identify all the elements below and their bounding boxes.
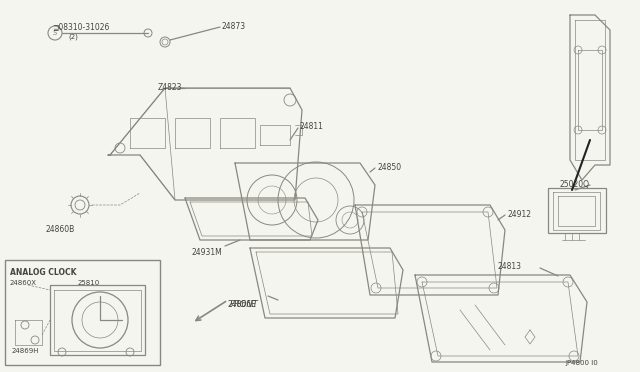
Text: 24866E: 24866E (228, 300, 257, 309)
Text: Z4823: Z4823 (158, 83, 182, 92)
Text: 24873: 24873 (222, 22, 246, 31)
Text: 24850: 24850 (378, 163, 402, 172)
Text: 24860X: 24860X (10, 280, 37, 286)
Text: 25810: 25810 (78, 280, 100, 286)
Text: 25020Q: 25020Q (560, 180, 590, 189)
Text: 24931M: 24931M (192, 248, 223, 257)
Text: FRONT: FRONT (230, 300, 259, 309)
Text: 24813: 24813 (497, 262, 521, 271)
Text: 24811: 24811 (300, 122, 324, 131)
Text: S: S (52, 30, 57, 36)
Text: 24869H: 24869H (12, 348, 40, 354)
Text: ANALOG CLOCK: ANALOG CLOCK (10, 268, 77, 277)
Text: 24860B: 24860B (45, 225, 74, 234)
Text: (2): (2) (68, 34, 78, 41)
Text: ⊒08310-31026: ⊒08310-31026 (52, 22, 109, 31)
Text: 24912: 24912 (507, 210, 531, 219)
FancyBboxPatch shape (548, 188, 606, 233)
Text: JP4800 I0: JP4800 I0 (565, 360, 598, 366)
FancyBboxPatch shape (5, 260, 160, 365)
